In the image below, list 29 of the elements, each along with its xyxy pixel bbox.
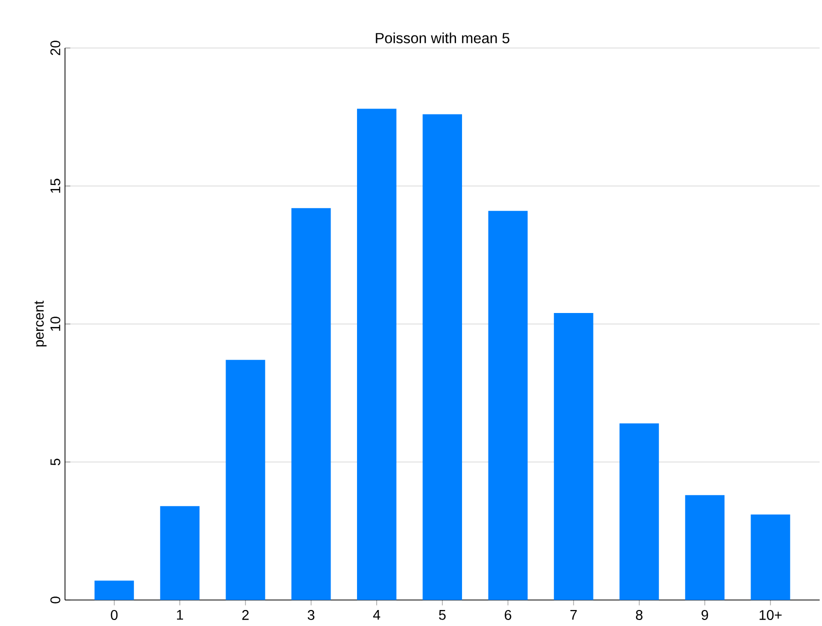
x-tick-label: 8	[636, 610, 642, 620]
x-tick-label: 4	[373, 610, 380, 620]
bar	[750, 514, 790, 600]
x-tick-label: 2	[242, 610, 249, 620]
bar	[357, 108, 396, 600]
bar	[554, 312, 594, 600]
y-tick-label: 0	[50, 596, 60, 604]
y-axis-title: percent	[34, 300, 47, 346]
bar	[291, 208, 331, 600]
x-tick-label: 6	[504, 610, 512, 620]
x-tick-label: 9	[702, 610, 708, 620]
x-tick-label: 0	[110, 610, 118, 620]
y-tick-label: 15	[50, 178, 60, 193]
bar	[422, 114, 462, 600]
x-tick-label: 10+	[760, 610, 782, 620]
y-tick-label: 5	[50, 458, 60, 466]
bar	[685, 495, 725, 600]
y-tick-label: 20	[50, 40, 60, 56]
y-tick-label: 10	[50, 316, 60, 331]
x-tick-label: 3	[308, 610, 314, 620]
bar	[620, 423, 659, 600]
x-tick-label: 5	[439, 610, 446, 620]
x-tick-label: 1	[177, 610, 184, 620]
x-tick-label: 7	[570, 610, 577, 620]
bar	[160, 506, 200, 600]
bar	[94, 580, 134, 600]
bar	[226, 360, 266, 600]
chart-title: Poisson with mean 5	[376, 32, 510, 44]
bar	[488, 210, 528, 600]
